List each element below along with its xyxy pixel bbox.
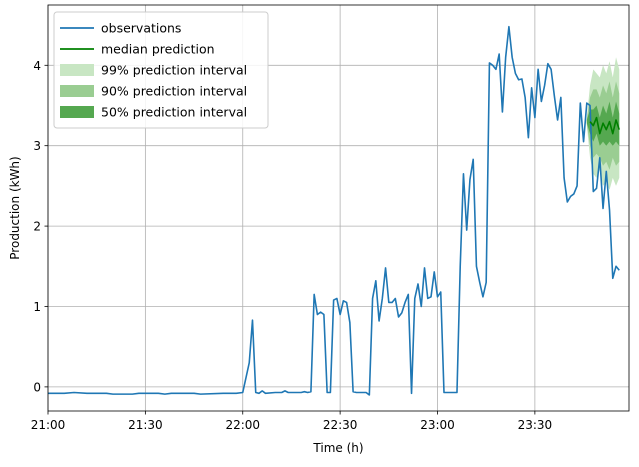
x-tick-label: 23:00 <box>420 418 455 432</box>
y-tick-label: 2 <box>33 220 41 234</box>
median-prediction-line <box>589 116 621 135</box>
y-tick-label: 0 <box>33 380 41 394</box>
x-tick-label: 21:30 <box>128 418 163 432</box>
axis-ticks: 21:00 21:30 22:00 22:30 23:00 23:30 0 1 2 3 4 <box>31 59 552 432</box>
legend-label: observations <box>101 21 181 36</box>
x-axis-label: Time (h) <box>312 441 363 455</box>
y-tick-label: 3 <box>33 139 41 153</box>
x-tick-label: 23:30 <box>518 418 553 432</box>
y-axis-label: Production (kWh) <box>8 156 22 259</box>
legend-label: 99% prediction interval <box>101 63 247 78</box>
legend-label: 90% prediction interval <box>101 84 247 99</box>
legend-label: 50% prediction interval <box>101 105 247 120</box>
legend-swatch <box>60 85 94 97</box>
y-tick-label: 1 <box>33 300 41 314</box>
plot-frame <box>47 4 630 412</box>
legend-box <box>53 11 269 129</box>
y-tick-label: 4 <box>33 59 41 73</box>
legend-swatch <box>60 106 94 118</box>
x-tick-label: 22:00 <box>225 418 260 432</box>
legend: observations median prediction 99% predict… <box>53 11 269 129</box>
legend-swatch <box>60 64 94 76</box>
x-tick-label: 21:00 <box>31 418 66 432</box>
series-lines <box>48 25 621 396</box>
x-tick-label: 22:30 <box>323 418 358 432</box>
observations-line <box>48 25 620 396</box>
legend-label: median prediction <box>101 42 215 57</box>
